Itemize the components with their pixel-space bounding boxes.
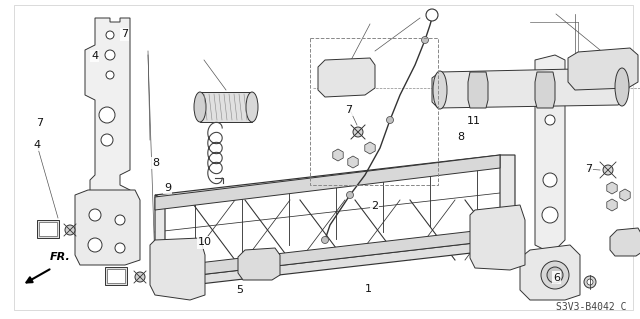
- Bar: [310, 38, 438, 185]
- Polygon shape: [535, 55, 565, 250]
- Ellipse shape: [433, 71, 447, 109]
- Text: 10: 10: [198, 237, 212, 248]
- Circle shape: [582, 62, 598, 78]
- Ellipse shape: [194, 92, 206, 122]
- Circle shape: [353, 127, 363, 137]
- Text: 11: 11: [467, 116, 481, 126]
- Circle shape: [547, 267, 563, 283]
- Circle shape: [115, 215, 125, 225]
- Polygon shape: [155, 228, 500, 280]
- Polygon shape: [500, 155, 515, 255]
- Circle shape: [249, 258, 261, 270]
- Text: 2: 2: [371, 201, 378, 211]
- Text: 8: 8: [152, 158, 159, 168]
- Circle shape: [387, 116, 394, 123]
- Polygon shape: [535, 72, 555, 108]
- Circle shape: [99, 107, 115, 123]
- Bar: [107, 269, 125, 283]
- Circle shape: [610, 60, 626, 76]
- Circle shape: [95, 221, 113, 239]
- Text: 7: 7: [36, 118, 44, 128]
- Polygon shape: [155, 155, 510, 200]
- Circle shape: [106, 71, 114, 79]
- Text: S3V3-B4042 C: S3V3-B4042 C: [557, 302, 627, 312]
- Circle shape: [544, 84, 556, 96]
- Circle shape: [490, 232, 506, 248]
- Circle shape: [587, 279, 593, 285]
- Polygon shape: [318, 58, 375, 97]
- Ellipse shape: [615, 68, 629, 106]
- Circle shape: [542, 207, 558, 223]
- Bar: [105, 267, 127, 285]
- Polygon shape: [610, 228, 640, 256]
- Circle shape: [135, 272, 145, 282]
- Circle shape: [543, 173, 557, 187]
- Circle shape: [167, 262, 183, 278]
- Circle shape: [619, 237, 631, 249]
- Circle shape: [65, 225, 75, 235]
- Circle shape: [346, 191, 353, 198]
- Polygon shape: [85, 18, 130, 255]
- Circle shape: [584, 276, 596, 288]
- Circle shape: [321, 236, 328, 243]
- Ellipse shape: [246, 92, 258, 122]
- Polygon shape: [155, 195, 165, 290]
- Circle shape: [101, 134, 113, 146]
- Polygon shape: [155, 155, 500, 210]
- Text: 5: 5: [237, 285, 243, 295]
- Text: 1: 1: [365, 284, 371, 294]
- Text: 4: 4: [91, 51, 99, 61]
- Polygon shape: [432, 68, 625, 108]
- Circle shape: [106, 31, 114, 39]
- Circle shape: [603, 165, 613, 175]
- Polygon shape: [470, 205, 525, 270]
- Circle shape: [267, 259, 277, 269]
- Circle shape: [545, 115, 555, 125]
- Bar: [200, 92, 252, 122]
- Circle shape: [422, 36, 429, 43]
- Text: 7: 7: [345, 105, 353, 115]
- Polygon shape: [468, 72, 488, 108]
- Text: 8: 8: [457, 132, 465, 142]
- Text: FR.: FR.: [50, 252, 71, 262]
- Text: 7: 7: [121, 29, 129, 40]
- Text: 6: 6: [554, 272, 560, 283]
- Bar: [37, 220, 59, 238]
- Text: 7: 7: [585, 164, 593, 174]
- Polygon shape: [238, 248, 280, 280]
- Circle shape: [541, 261, 569, 289]
- Bar: [39, 222, 57, 236]
- Polygon shape: [520, 245, 580, 300]
- Text: 4: 4: [33, 140, 41, 150]
- Circle shape: [426, 9, 438, 21]
- Polygon shape: [75, 190, 140, 265]
- Text: 9: 9: [164, 183, 172, 193]
- Polygon shape: [155, 240, 515, 288]
- Circle shape: [97, 193, 111, 207]
- Polygon shape: [150, 238, 205, 300]
- Polygon shape: [568, 48, 638, 90]
- Circle shape: [89, 209, 101, 221]
- Circle shape: [115, 243, 125, 253]
- Circle shape: [105, 50, 115, 60]
- Circle shape: [88, 238, 102, 252]
